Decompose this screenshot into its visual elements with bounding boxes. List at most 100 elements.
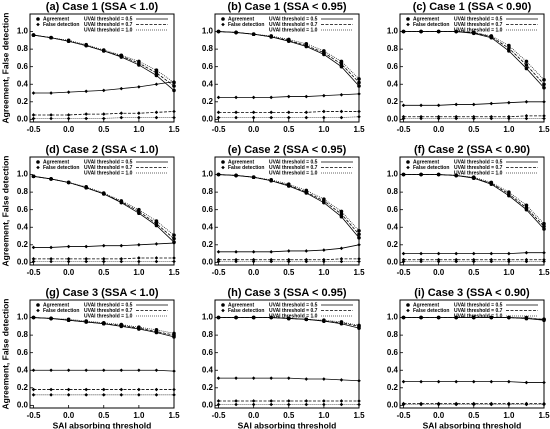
legend-label: False detection xyxy=(43,22,79,28)
agreement-marker xyxy=(154,328,159,332)
x-tick-label: 1.0 xyxy=(133,411,145,420)
legend-label: Agreement xyxy=(228,302,254,308)
agreement-marker xyxy=(269,315,273,320)
panel-title: (a) Case 1 (SSA < 1.0) xyxy=(46,1,159,13)
x-tick-label: -0.5 xyxy=(27,125,41,134)
agreement-marker xyxy=(524,63,529,67)
false-detection-marker xyxy=(507,259,511,264)
false-detection-marker xyxy=(101,243,106,248)
y-tick-label: 0.4 xyxy=(387,222,399,231)
false-detection-marker xyxy=(304,259,309,264)
x-tick-label: 0.0 xyxy=(433,411,445,420)
agreement-marker xyxy=(524,66,529,71)
legend-marker xyxy=(221,22,225,27)
false-detection-marker xyxy=(31,91,36,95)
agreement-marker xyxy=(489,34,494,38)
agreement-line xyxy=(403,174,545,230)
x-tick-label: 0.0 xyxy=(63,125,75,134)
y-axis-label: Agreement, False detection xyxy=(0,12,10,123)
false-detection-marker xyxy=(401,379,406,384)
agreement-marker xyxy=(542,224,546,229)
legend-label: UVAI threshold = 0.5 xyxy=(454,302,503,308)
y-tick-label: 0.6 xyxy=(202,205,214,214)
legend-label: Agreement xyxy=(43,159,69,165)
agreement-marker xyxy=(357,80,361,85)
false-detection-marker xyxy=(251,115,256,120)
agreement-marker xyxy=(286,37,291,42)
false-detection-marker xyxy=(269,399,273,403)
agreement-line xyxy=(403,174,545,225)
legend-label: UVAI threshold = 1.0 xyxy=(454,170,503,176)
false-detection-marker xyxy=(339,257,344,261)
legend-label: UVAI threshold = 0.5 xyxy=(84,159,133,165)
x-tick-label: -0.5 xyxy=(397,125,411,134)
y-axis-label: Agreement, False detection xyxy=(0,155,10,266)
panel: (a) Case 1 (SSA < 1.0) -0.5 0.0 0.5 1.0 1.5 0.… xyxy=(0,1,180,134)
false-detection-marker xyxy=(542,402,546,407)
false-detection-marker xyxy=(524,250,529,255)
false-detection-marker xyxy=(84,89,88,94)
plot-frame xyxy=(399,156,545,266)
y-tick-label: 0.0 xyxy=(17,400,29,409)
false-detection-marker xyxy=(419,251,423,256)
agreement-marker xyxy=(524,59,529,64)
agreement-marker xyxy=(401,315,406,320)
legend-label: Agreement xyxy=(43,302,69,308)
x-tick-label: 1.5 xyxy=(353,411,365,420)
legend-label: False detection xyxy=(43,308,79,314)
false-detection-marker xyxy=(524,114,529,118)
false-detection-marker xyxy=(471,102,476,107)
agreement-marker xyxy=(304,188,309,193)
false-detection-marker xyxy=(154,242,159,246)
false-detection-marker xyxy=(154,256,159,260)
legend-label: UVAI threshold = 0.5 xyxy=(269,159,318,165)
x-tick-label: 1.0 xyxy=(503,411,515,420)
agreement-marker xyxy=(357,84,361,88)
legend-marker xyxy=(221,17,225,21)
x-tick-label: 0.5 xyxy=(468,125,480,134)
x-tick-label: 0.0 xyxy=(248,125,260,134)
y-tick-label: 0.0 xyxy=(202,257,214,266)
panel-title: (g) Case 3 (SSA < 1.0) xyxy=(46,287,159,299)
agreement-marker xyxy=(137,59,141,64)
y-tick-label: 0.4 xyxy=(202,79,214,88)
legend-marker xyxy=(406,160,410,164)
agreement-marker xyxy=(84,42,88,47)
false-detection-marker xyxy=(269,250,273,254)
x-tick-label: 1.5 xyxy=(168,125,180,134)
legend-label: UVAI threshold = 1.0 xyxy=(454,313,503,319)
y-tick-label: 0.4 xyxy=(202,365,214,374)
agreement-marker xyxy=(137,207,141,212)
y-tick-label: 0.8 xyxy=(387,187,399,196)
false-detection-marker xyxy=(119,111,124,116)
false-detection-marker xyxy=(216,402,221,407)
false-detection-marker xyxy=(454,259,458,264)
legend-marker xyxy=(406,22,410,27)
agreement-marker xyxy=(436,172,441,177)
agreement-marker xyxy=(401,172,406,177)
x-tick-label: -0.5 xyxy=(212,268,226,277)
false-detection-marker xyxy=(269,259,273,264)
y-tick-label: 1.0 xyxy=(387,27,399,36)
false-detection-marker xyxy=(154,387,159,392)
y-tick-label: 0.6 xyxy=(387,348,399,357)
false-detection-marker xyxy=(137,115,141,120)
y-tick-label: 0.6 xyxy=(17,348,29,357)
false-detection-marker xyxy=(339,399,344,403)
false-detection-marker xyxy=(524,100,529,104)
false-detection-marker xyxy=(322,377,326,381)
y-tick-label: 0.2 xyxy=(202,383,214,392)
y-tick-label: 0.4 xyxy=(387,365,399,374)
false-detection-marker xyxy=(322,109,326,114)
false-detection-marker xyxy=(322,402,326,407)
false-detection-marker xyxy=(101,387,106,392)
legend-label: False detection xyxy=(228,165,264,171)
false-detection-marker xyxy=(172,256,176,260)
false-detection-marker xyxy=(286,94,291,99)
legend-label: UVAI threshold = 0.7 xyxy=(269,308,318,314)
agreement-marker xyxy=(542,317,546,322)
false-detection-marker xyxy=(84,368,88,373)
x-tick-label: 1.0 xyxy=(503,125,515,134)
false-detection-marker xyxy=(119,259,124,264)
false-detection-marker xyxy=(216,399,221,403)
